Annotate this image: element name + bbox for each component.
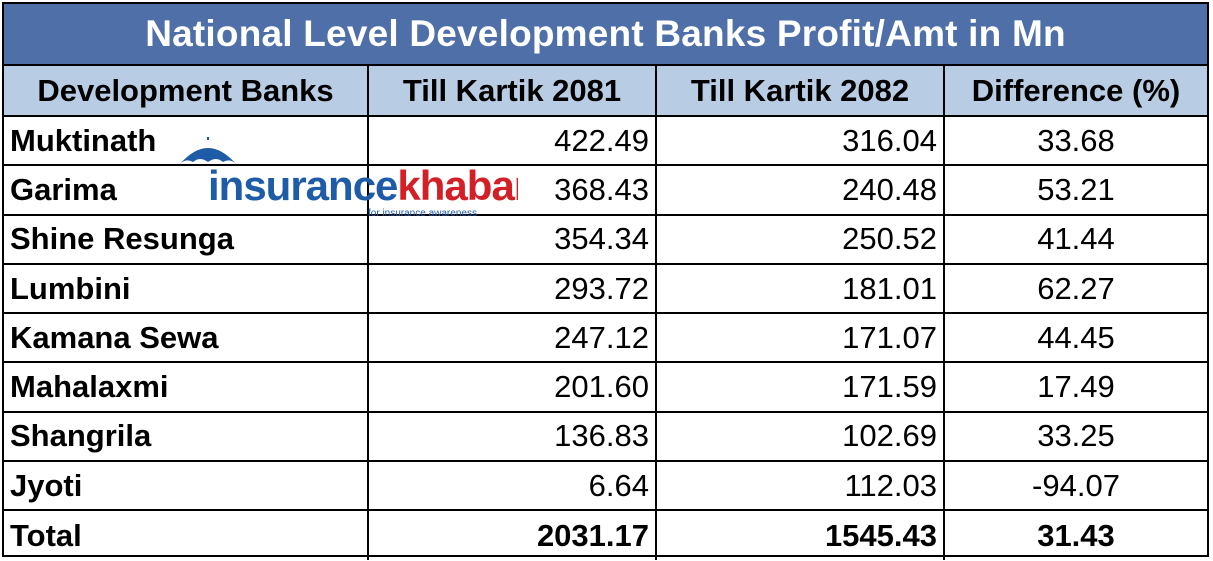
header-difference: Difference (%) [943, 66, 1207, 117]
table-row: Shine Resunga 354.34 250.52 41.44 [4, 213, 1207, 265]
table-row: Jyoti 6.64 112.03 -94.07 [4, 460, 1207, 512]
value-2081: 6.64 [367, 460, 657, 512]
value-2081: 354.34 [367, 213, 657, 265]
value-2082: 171.59 [655, 361, 945, 413]
total-difference: 31.43 [943, 509, 1207, 560]
table-title: National Level Development Banks Profit/… [4, 4, 1207, 66]
bank-name: Shangrila [4, 410, 369, 463]
value-2081: 201.60 [367, 361, 657, 413]
value-2082: 181.01 [655, 262, 945, 315]
header-2081: Till Kartik 2081 [367, 66, 657, 117]
value-2082: 112.03 [655, 460, 945, 512]
value-2081: 247.12 [367, 312, 657, 364]
value-2082: 171.07 [655, 312, 945, 364]
table-row: Garima 368.43 240.48 53.21 [4, 164, 1207, 216]
value-difference: 41.44 [943, 213, 1207, 265]
value-2081: 136.83 [367, 410, 657, 463]
value-2082: 316.04 [655, 114, 945, 167]
value-2081: 368.43 [367, 164, 657, 216]
header-row: Development Banks Till Kartik 2081 Till … [4, 66, 1207, 117]
total-2081: 2031.17 [367, 509, 657, 560]
value-difference: 62.27 [943, 262, 1207, 315]
value-difference: 33.68 [943, 114, 1207, 167]
value-2082: 102.69 [655, 410, 945, 463]
total-label: Total [4, 509, 369, 560]
value-difference: 53.21 [943, 164, 1207, 216]
value-2082: 240.48 [655, 164, 945, 216]
total-row: Total 2031.17 1545.43 31.43 [4, 509, 1207, 560]
value-2082: 250.52 [655, 213, 945, 265]
bank-name: Lumbini [4, 262, 369, 315]
value-difference: 33.25 [943, 410, 1207, 463]
table-row: Shangrila 136.83 102.69 33.25 [4, 410, 1207, 463]
bank-name: Shine Resunga [4, 213, 369, 265]
header-2082: Till Kartik 2082 [655, 66, 945, 117]
header-bank: Development Banks [4, 66, 369, 117]
table-row: Lumbini 293.72 181.01 62.27 [4, 262, 1207, 315]
bank-name: Garima [4, 164, 369, 216]
value-2081: 293.72 [367, 262, 657, 315]
bank-name: Muktinath [4, 114, 369, 167]
total-2082: 1545.43 [655, 509, 945, 560]
bank-name: Jyoti [4, 460, 369, 512]
value-2081: 422.49 [367, 114, 657, 167]
bank-name: Mahalaxmi [4, 361, 369, 413]
bank-name: Kamana Sewa [4, 312, 369, 364]
value-difference: 44.45 [943, 312, 1207, 364]
value-difference: -94.07 [943, 460, 1207, 512]
profit-table: Development Banks Till Kartik 2081 Till … [4, 66, 1207, 560]
table-row: Mahalaxmi 201.60 171.59 17.49 [4, 361, 1207, 413]
value-difference: 17.49 [943, 361, 1207, 413]
table-row: Kamana Sewa 247.12 171.07 44.45 [4, 312, 1207, 364]
table-row: Muktinath 422.49 316.04 33.68 [4, 114, 1207, 167]
